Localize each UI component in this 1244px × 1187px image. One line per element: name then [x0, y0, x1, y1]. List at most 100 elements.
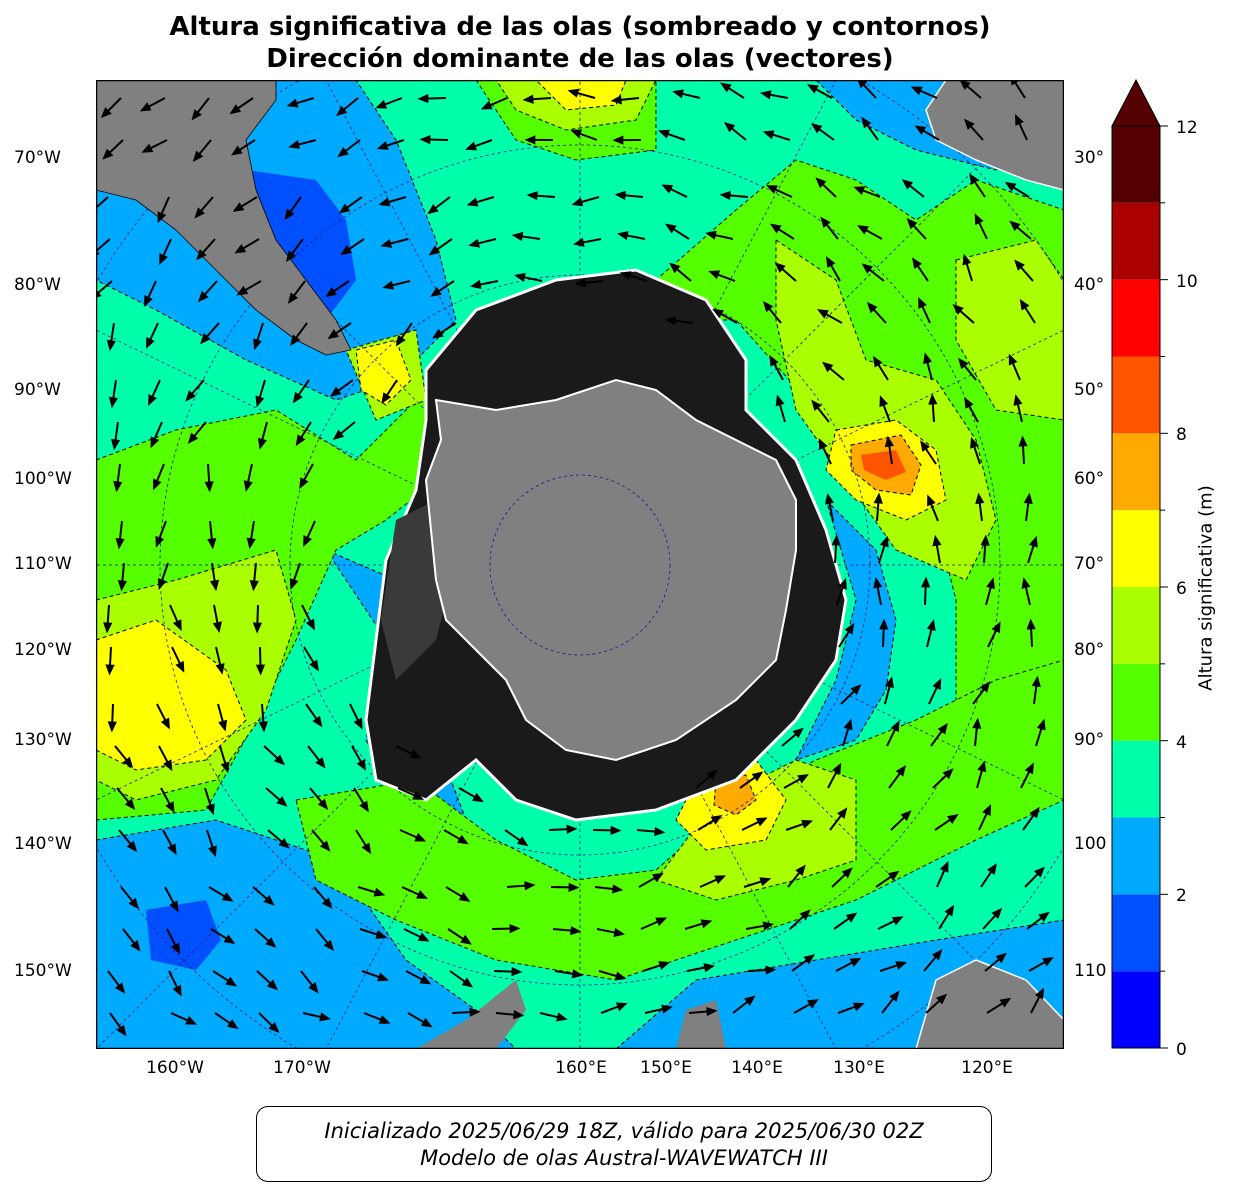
wave-vector-head — [395, 334, 406, 347]
wave-vector-head — [1021, 577, 1031, 589]
wave-vector-head — [1015, 114, 1024, 126]
wave-vector-head — [612, 135, 624, 145]
wave-vector-head — [932, 678, 942, 691]
wave-vector-head — [759, 90, 772, 100]
lon-label-170w: 170°W — [273, 1058, 331, 1078]
wave-vector-head — [468, 238, 480, 248]
wave-vector-head — [175, 660, 185, 673]
africa-land — [925, 80, 1064, 191]
wave-vector-head — [522, 94, 534, 104]
wave-height-map — [96, 80, 1064, 1049]
wave-band-4-5m — [295, 659, 1064, 981]
wave-vector-head — [861, 116, 872, 129]
wave-vector-head — [373, 887, 386, 897]
wave-vector-head — [243, 480, 253, 492]
wave-vector-head — [958, 357, 969, 370]
wave-vector-head — [511, 231, 524, 242]
wave-vector-head — [170, 942, 181, 955]
wave-vector-head — [295, 434, 306, 447]
wave-vector-head — [890, 720, 900, 733]
wave-vector-head — [759, 877, 772, 887]
colorbar-tick-8: 8 — [1176, 425, 1187, 445]
wave-vector-head — [927, 494, 936, 507]
wave-vector-head — [1042, 957, 1054, 967]
wave-vector-head — [143, 295, 153, 307]
wave-vector-head — [980, 534, 990, 546]
wave-vector-head — [1023, 492, 1033, 505]
wave-vector-head — [305, 618, 315, 631]
wave-vector-head — [141, 143, 154, 153]
wave-vector-head — [268, 1022, 280, 1033]
colorbar-band — [1112, 740, 1160, 818]
wave-vector-head — [1029, 806, 1040, 819]
wave-vector-head — [215, 663, 225, 675]
wave-vector-head — [378, 1015, 391, 1024]
wave-vector-head — [769, 223, 782, 234]
wave-vector-head — [377, 972, 389, 982]
wave-vector-head — [419, 134, 431, 145]
wave-vector-head — [376, 141, 389, 150]
wave-vector-head — [817, 309, 829, 319]
map-title-line2: Dirección dominante de las olas (vectore… — [266, 44, 894, 74]
wave-vector-head — [329, 386, 342, 397]
lon-label-160e: 160°E — [555, 1058, 607, 1078]
wave-vector-head — [705, 230, 717, 240]
wave-vector-head — [145, 337, 155, 349]
wave-vector-head — [165, 801, 175, 814]
lon-label-150e: 150°E — [640, 1058, 692, 1078]
wave-vector-head — [654, 826, 666, 837]
wave-vector-head — [744, 995, 756, 1006]
wave-vector-head — [947, 813, 959, 824]
wave-vector-head — [566, 824, 578, 834]
wave-vector-head — [810, 123, 823, 134]
colorbar-tick-6: 6 — [1176, 579, 1187, 599]
wave-vector-head — [258, 721, 268, 733]
wave-vector-head — [570, 925, 582, 936]
wave-vector-head — [952, 304, 964, 315]
lon-label-120e: 120°E — [961, 1058, 1013, 1078]
wave-vector-head — [844, 622, 855, 635]
wave-vector-head — [115, 538, 125, 550]
wave-vector-head — [148, 394, 157, 407]
wave-vector-head — [723, 121, 736, 133]
wave-vector-head — [843, 718, 853, 731]
wave-vector-head — [378, 197, 391, 207]
wave-vector-head — [160, 717, 170, 730]
wave-vector-shaft — [96, 280, 113, 296]
wave-band-1-2m — [146, 900, 221, 970]
wave-vector-head — [257, 437, 267, 450]
colorbar-band — [1112, 817, 1160, 895]
wave-vector-head — [1028, 535, 1038, 548]
wave-vector-head — [932, 534, 942, 547]
wave-vector-head — [417, 932, 430, 942]
wave-vector-head — [884, 676, 894, 689]
wave-vector-head — [524, 135, 536, 145]
wave-vector-head — [207, 538, 217, 550]
wave-vector-head — [571, 969, 584, 979]
wave-vector-head — [991, 621, 1001, 634]
wave-vector-head — [669, 262, 681, 274]
wave-vector-head — [128, 897, 139, 910]
wave-vector-head — [290, 334, 301, 347]
wave-vector-head — [567, 88, 580, 98]
wave-vector-head — [852, 1002, 865, 1012]
wave-vector-head — [185, 390, 196, 402]
wave-vector-head — [803, 954, 816, 965]
wave-vector-head — [801, 819, 813, 829]
wave-vector-head — [427, 203, 439, 215]
wave-vector-head — [619, 271, 632, 281]
lat-label-right-80: 80° — [1074, 640, 1105, 660]
wave-vector-head — [959, 80, 971, 91]
wave-vector-head — [116, 1024, 127, 1037]
wave-vector-head — [466, 197, 479, 207]
wave-vector-head — [191, 109, 202, 121]
wave-vector-head — [719, 82, 732, 93]
wave-vector-head — [337, 147, 349, 158]
wave-vector-head — [931, 949, 943, 961]
lat-label-140w: 140°W — [14, 834, 72, 854]
wave-vector-head — [335, 105, 348, 117]
wave-vector-head — [157, 211, 167, 224]
wave-vector-head — [199, 333, 211, 345]
wave-vector-head — [192, 150, 204, 163]
wave-vector-head — [303, 535, 312, 548]
